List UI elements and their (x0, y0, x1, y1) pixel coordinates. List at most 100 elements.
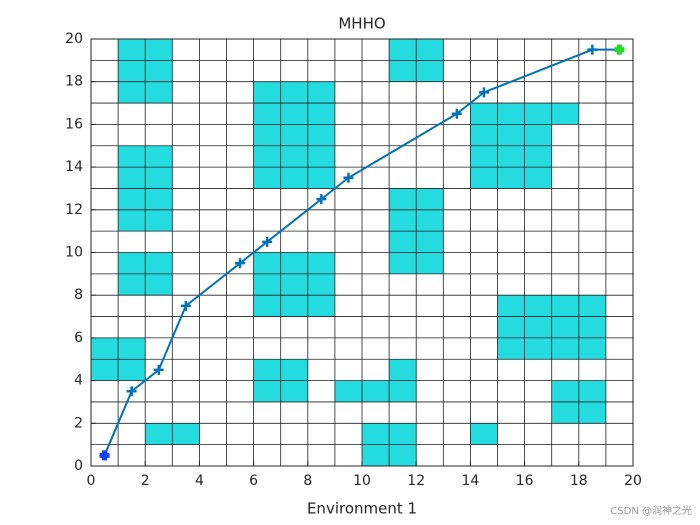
obstacle (280, 252, 308, 274)
obstacle (280, 167, 308, 189)
y-tick-label: 16 (65, 116, 83, 132)
obstacle (389, 188, 417, 210)
obstacle (280, 124, 308, 146)
x-tick-label: 4 (195, 473, 204, 489)
path-marker (343, 172, 354, 183)
y-tick-label: 2 (74, 415, 83, 431)
y-tick-label: 14 (65, 159, 83, 175)
obstacle (118, 252, 146, 274)
obstacle (307, 273, 335, 296)
obstacle (497, 295, 525, 317)
obstacle (497, 124, 525, 146)
obstacle (470, 423, 498, 445)
obstacle (307, 103, 335, 125)
y-tick-label: 12 (65, 202, 83, 218)
obstacle (145, 39, 173, 61)
obstacle (253, 295, 281, 317)
obstacle (362, 423, 390, 445)
obstacle (145, 209, 173, 232)
x-tick-label: 14 (461, 473, 479, 489)
obstacle (578, 316, 606, 338)
obstacle (280, 380, 308, 402)
obstacle (389, 39, 417, 61)
obstacle (389, 444, 417, 466)
x-tick-label: 8 (303, 473, 312, 489)
y-tick-label: 4 (74, 373, 83, 389)
obstacle (497, 103, 525, 125)
obstacle (145, 252, 173, 274)
obstacle (416, 252, 444, 274)
x-tick-label: 16 (516, 473, 534, 489)
x-tick-label: 10 (353, 473, 371, 489)
obstacle (145, 423, 173, 445)
obstacle (470, 124, 498, 146)
obstacle (253, 359, 281, 381)
obstacle (118, 81, 146, 104)
obstacle (118, 337, 146, 360)
obstacle (497, 145, 525, 168)
obstacle (416, 60, 444, 82)
obstacle (118, 167, 146, 189)
obstacle (416, 231, 444, 253)
obstacle (253, 81, 281, 104)
y-tick-label: 6 (74, 330, 83, 346)
obstacle (416, 209, 444, 232)
obstacle (551, 380, 579, 402)
obstacle (524, 124, 552, 146)
obstacle (307, 252, 335, 274)
obstacle (578, 295, 606, 317)
obstacle (280, 145, 308, 168)
obstacle (497, 316, 525, 338)
obstacle (253, 103, 281, 125)
obstacle (524, 295, 552, 317)
obstacle (416, 39, 444, 61)
obstacle (470, 167, 498, 189)
obstacle (389, 359, 417, 381)
x-tick-label: 2 (141, 473, 150, 489)
path-marker (262, 236, 273, 247)
obstacle (551, 103, 579, 125)
obstacle (91, 359, 119, 381)
obstacle (145, 188, 173, 210)
path-marker (478, 87, 489, 98)
obstacle (524, 316, 552, 338)
path-marker (126, 386, 137, 397)
obstacle (389, 380, 417, 402)
x-tick-label: 18 (570, 473, 588, 489)
obstacle (253, 380, 281, 402)
obstacle (307, 295, 335, 317)
x-axis-label: Environment 1 (307, 500, 417, 518)
obstacle (118, 60, 146, 82)
obstacle (118, 273, 146, 296)
obstacle (145, 167, 173, 189)
obstacle (389, 60, 417, 82)
x-tick-label: 12 (407, 473, 425, 489)
obstacle (280, 295, 308, 317)
obstacle (280, 359, 308, 381)
obstacle (362, 380, 390, 402)
obstacle (253, 273, 281, 296)
obstacle (145, 273, 173, 296)
path-marker (587, 44, 598, 55)
obstacle (524, 145, 552, 168)
x-tick-label: 6 (249, 473, 258, 489)
start-marker (99, 450, 110, 461)
obstacle (578, 380, 606, 402)
obstacle (118, 359, 146, 381)
path-marker (235, 258, 246, 269)
obstacle (172, 423, 200, 445)
obstacle (307, 145, 335, 168)
obstacle (280, 273, 308, 296)
obstacle (118, 145, 146, 168)
obstacle (389, 231, 417, 253)
obstacle (145, 145, 173, 168)
obstacle (362, 444, 390, 466)
path-marker (153, 364, 164, 375)
end-marker (614, 44, 625, 55)
chart-title: MHHO (338, 15, 385, 33)
obstacle (253, 124, 281, 146)
y-tick-label: 20 (65, 31, 83, 47)
path-marker (451, 108, 462, 119)
